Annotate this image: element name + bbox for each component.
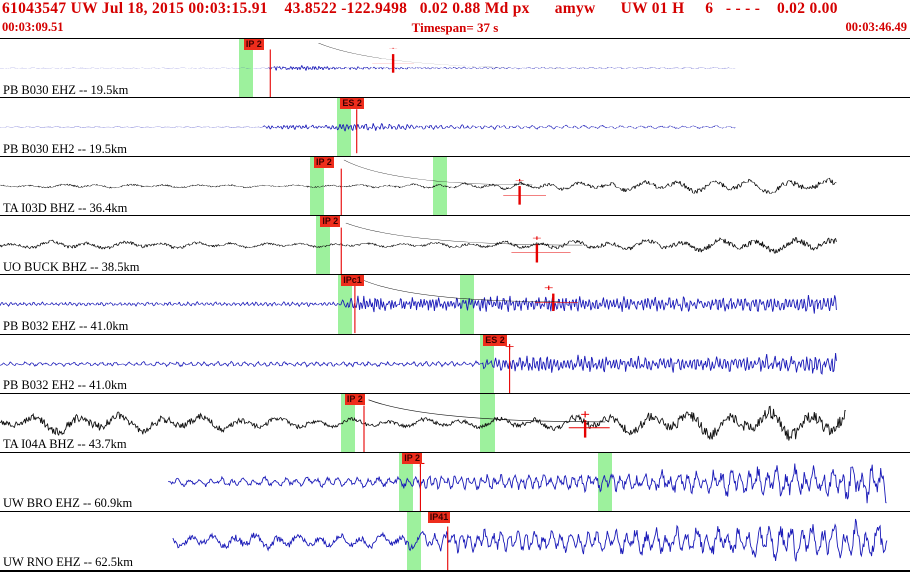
trace-row-3[interactable]: IP 2 TA I03D BHZ -- 36.4km: [0, 156, 910, 216]
waveform: [0, 223, 837, 275]
waveform: [0, 343, 837, 393]
trace-row-5[interactable]: IPc1 PB B032 EHZ -- 41.0km: [0, 274, 910, 334]
phase-flag[interactable]: IP 2: [402, 452, 423, 464]
window-start-time: 00:03:09.51: [2, 20, 64, 34]
pick-band[interactable]: [479, 334, 494, 393]
trace-row-1[interactable]: IP 2 PB B030 EHZ -- 19.5km: [0, 38, 910, 98]
pick-band[interactable]: [315, 216, 330, 275]
trace-row-7[interactable]: IP 2 TA I04A BHZ -- 43.7km: [0, 392, 910, 452]
trace-label: UW BRO EHZ -- 60.9km: [3, 496, 133, 511]
waveform: [0, 278, 837, 334]
trace-label: PB B032 EH2 -- 41.0km: [3, 378, 127, 393]
waveform: [168, 459, 887, 511]
trace-row-8[interactable]: IP 2 UW BRO EHZ -- 60.9km: [0, 451, 910, 511]
phase-flag[interactable]: IP 2: [344, 393, 365, 405]
phase-flag[interactable]: IPc1: [341, 275, 364, 287]
time-bar: 00:03:09.51 Timespan= 37 s 00:03:46.49: [0, 19, 910, 38]
phase-flag[interactable]: IP 2: [313, 157, 334, 169]
trace-row-9[interactable]: IP41 UW RNO EHZ -- 62.5km: [0, 510, 910, 570]
trace-row-2[interactable]: ES 2 PB B030 EH2 -- 19.5km: [0, 97, 910, 157]
window-end-time: 00:03:46.49: [845, 20, 907, 34]
phase-flag[interactable]: IP41: [427, 511, 451, 523]
phase-flag[interactable]: ES 2: [340, 98, 364, 110]
waveform: [0, 160, 837, 216]
waveform: [0, 107, 736, 154]
pick-band[interactable]: [310, 157, 325, 216]
waveform: [172, 518, 888, 570]
pick-band[interactable]: [597, 452, 612, 511]
pick-band[interactable]: [406, 511, 421, 570]
phase-flag[interactable]: ES 2: [483, 334, 507, 346]
pick-band[interactable]: [337, 275, 352, 334]
pick-band[interactable]: [341, 393, 356, 452]
trace-label: PB B030 EH2 -- 19.5km: [3, 141, 127, 156]
pick-band[interactable]: [433, 157, 448, 216]
phase-flag[interactable]: IP 2: [320, 216, 341, 228]
phase-flag[interactable]: IP 2: [243, 39, 264, 50]
event-summary-line: 61043547 UW Jul 18, 2015 00:03:15.91 43.…: [2, 0, 838, 17]
trace-label: TA I04A BHZ -- 43.7km: [3, 437, 127, 452]
waveform: [0, 43, 736, 98]
trace-label: UO BUCK BHZ -- 38.5km: [3, 259, 140, 274]
trace-area: IP 2 PB B030 EHZ -- 19.5km ES 2 PB B030 EH2…: [0, 38, 910, 572]
pick-band[interactable]: [480, 393, 495, 452]
trace-row-6[interactable]: ES 2 PB B032 EH2 -- 41.0km: [0, 333, 910, 393]
waveform: [0, 399, 846, 452]
trace-row-4[interactable]: IP 2 UO BUCK BHZ -- 38.5km: [0, 215, 910, 275]
trace-label: UW RNO EHZ -- 62.5km: [3, 555, 133, 570]
trace-label: TA I03D BHZ -- 36.4km: [3, 200, 128, 215]
trace-label: PB B032 EHZ -- 41.0km: [3, 319, 129, 334]
timespan-label: Timespan= 37 s: [411, 20, 499, 35]
pick-band[interactable]: [398, 452, 413, 511]
trace-label: PB B030 EHZ -- 19.5km: [3, 82, 129, 97]
